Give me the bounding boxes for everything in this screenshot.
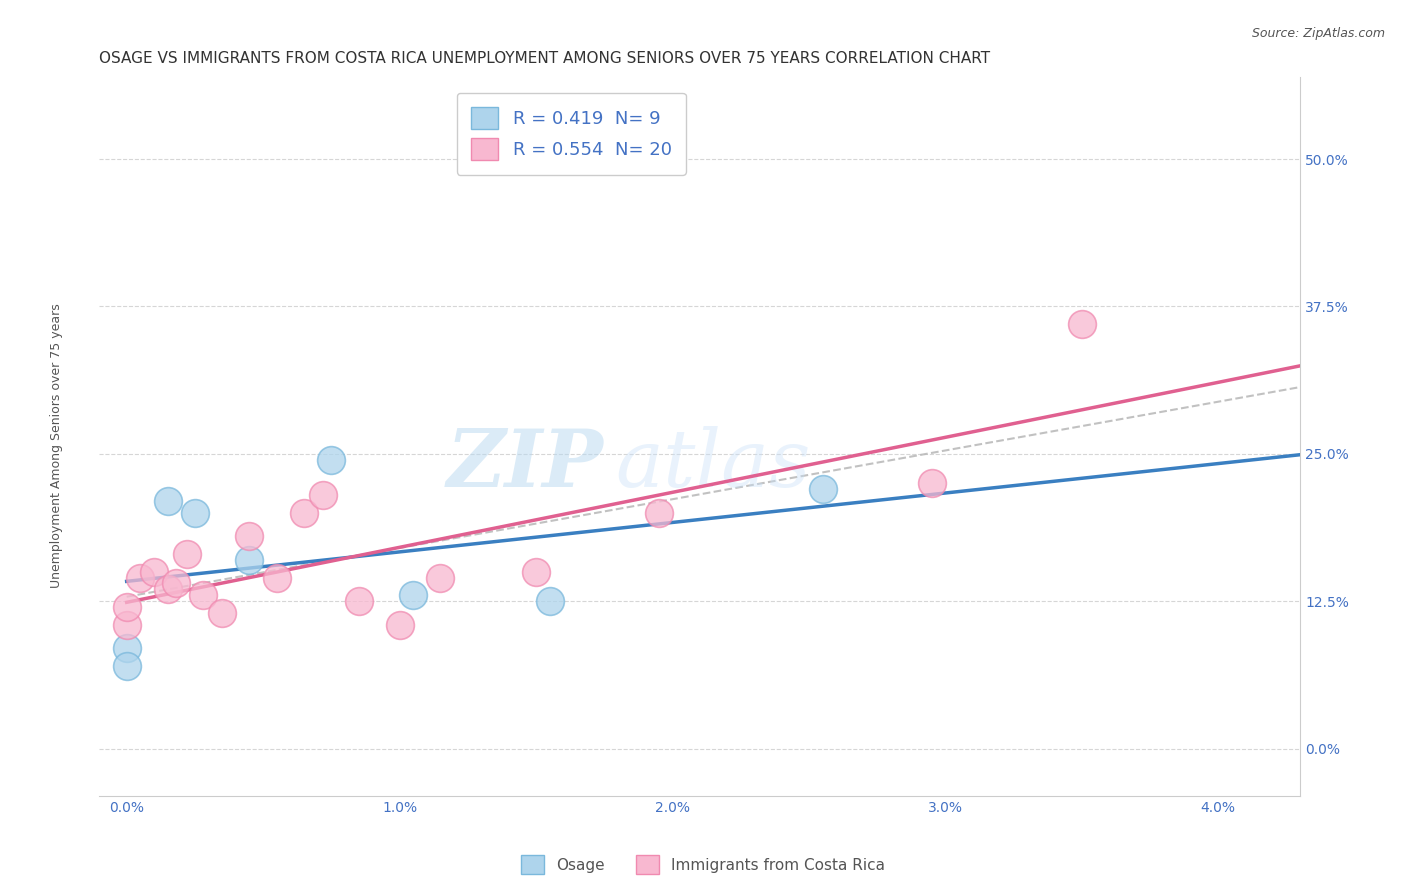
- Point: [524, 565, 547, 579]
- Point: [184, 506, 207, 520]
- Legend: R = 0.419  N= 9, R = 0.554  N= 20: R = 0.419 N= 9, R = 0.554 N= 20: [457, 93, 686, 175]
- Point: [266, 571, 288, 585]
- Point: [238, 529, 260, 543]
- Point: [191, 588, 214, 602]
- Point: [402, 588, 425, 602]
- Text: ZIP: ZIP: [447, 426, 603, 504]
- Legend: Osage, Immigrants from Costa Rica: Osage, Immigrants from Costa Rica: [515, 849, 891, 880]
- Point: [811, 482, 834, 496]
- Point: [238, 553, 260, 567]
- Point: [176, 547, 198, 561]
- Text: atlas: atlas: [616, 426, 811, 504]
- Point: [165, 576, 187, 591]
- Point: [115, 600, 138, 615]
- Point: [115, 641, 138, 656]
- Point: [921, 476, 943, 491]
- Point: [115, 659, 138, 673]
- Point: [388, 617, 411, 632]
- Text: Unemployment Among Seniors over 75 years: Unemployment Among Seniors over 75 years: [49, 303, 63, 589]
- Point: [429, 571, 451, 585]
- Point: [538, 594, 561, 608]
- Point: [648, 506, 671, 520]
- Point: [321, 452, 343, 467]
- Point: [347, 594, 370, 608]
- Point: [142, 565, 165, 579]
- Point: [156, 582, 179, 597]
- Point: [292, 506, 315, 520]
- Point: [115, 617, 138, 632]
- Point: [211, 606, 233, 620]
- Point: [1070, 317, 1092, 331]
- Point: [312, 488, 335, 502]
- Text: Source: ZipAtlas.com: Source: ZipAtlas.com: [1251, 27, 1385, 40]
- Text: OSAGE VS IMMIGRANTS FROM COSTA RICA UNEMPLOYMENT AMONG SENIORS OVER 75 YEARS COR: OSAGE VS IMMIGRANTS FROM COSTA RICA UNEM…: [100, 51, 990, 66]
- Point: [156, 494, 179, 508]
- Point: [129, 571, 152, 585]
